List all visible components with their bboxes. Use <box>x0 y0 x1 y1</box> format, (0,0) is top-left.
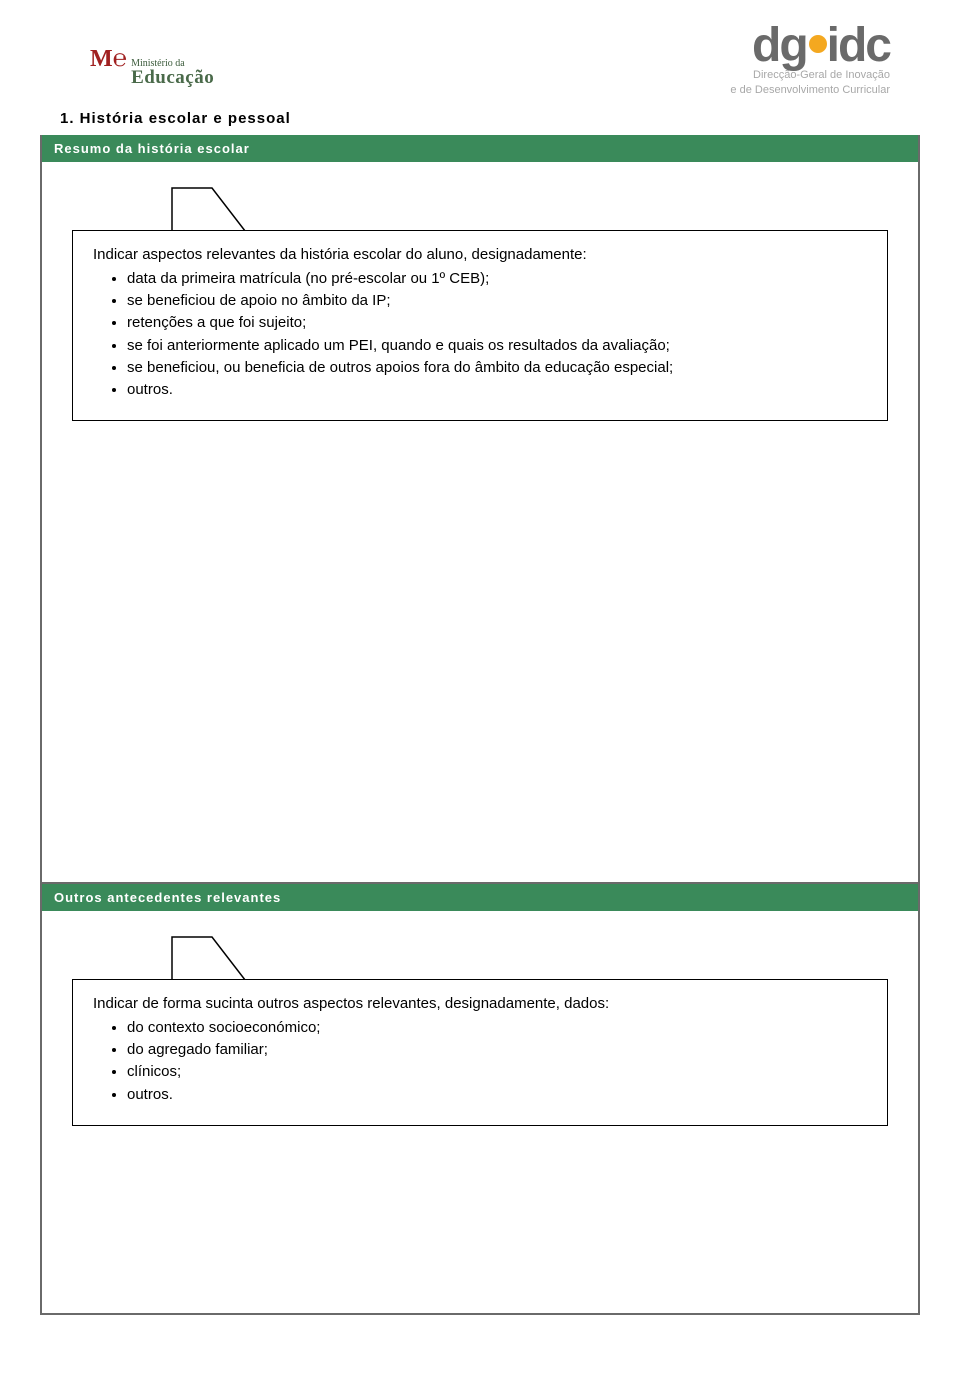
list-item: retenções a que foi sujeito; <box>127 313 867 333</box>
callout-2-list: do contexto socioeconómico; do agregado … <box>127 1018 867 1105</box>
ministerio-educacao-logo: M℮ Ministério da Educação <box>90 46 214 87</box>
section-heading: 1. História escolar e pessoal <box>60 110 920 127</box>
list-item: clínicos; <box>127 1062 867 1082</box>
list-item: data da primeira matrícula (no pré-escol… <box>127 269 867 289</box>
dgidc-dot-icon <box>809 35 827 53</box>
list-item: se beneficiou, ou beneficia de outros ap… <box>127 358 867 378</box>
callout-1: Indicar aspectos relevantes da história … <box>72 230 888 422</box>
resumo-historia-bar: Resumo da história escolar <box>40 135 920 162</box>
dgidc-letters-idc: idc <box>827 24 890 67</box>
outros-antecedentes-panel: Indicar de forma sucinta outros aspectos… <box>40 911 920 1315</box>
page-header: M℮ Ministério da Educação dg idc Direcçã… <box>40 24 920 98</box>
resumo-historia-panel: Indicar aspectos relevantes da história … <box>40 162 920 884</box>
list-item: do contexto socioeconómico; <box>127 1018 867 1038</box>
callout-2-intro: Indicar de forma sucinta outros aspectos… <box>93 994 867 1014</box>
callout-1-intro: Indicar aspectos relevantes da história … <box>93 245 867 265</box>
list-item: do agregado familiar; <box>127 1040 867 1060</box>
callout-1-box: Indicar aspectos relevantes da história … <box>72 230 888 422</box>
list-item: outros. <box>127 1085 867 1105</box>
outros-antecedentes-bar: Outros antecedentes relevantes <box>40 884 920 911</box>
dgidc-sub2: e de Desenvolvimento Curricular <box>730 84 890 97</box>
me-symbol: M℮ <box>90 46 127 73</box>
list-item: se foi anteriormente aplicado um PEI, qu… <box>127 336 867 356</box>
list-item: outros. <box>127 380 867 400</box>
document-page: M℮ Ministério da Educação dg idc Direcçã… <box>0 0 960 1390</box>
callout-2-box: Indicar de forma sucinta outros aspectos… <box>72 979 888 1126</box>
dgidc-logo: dg idc Direcção-Geral de Inovação e de D… <box>730 24 890 98</box>
dgidc-letters-dg: dg <box>752 24 807 67</box>
me-logo-line2: Educação <box>131 69 214 87</box>
list-item: se beneficiou de apoio no âmbito da IP; <box>127 291 867 311</box>
callout-2: Indicar de forma sucinta outros aspectos… <box>72 979 888 1126</box>
callout-1-list: data da primeira matrícula (no pré-escol… <box>127 269 867 401</box>
dgidc-sub1: Direcção-Geral de Inovação <box>730 69 890 82</box>
